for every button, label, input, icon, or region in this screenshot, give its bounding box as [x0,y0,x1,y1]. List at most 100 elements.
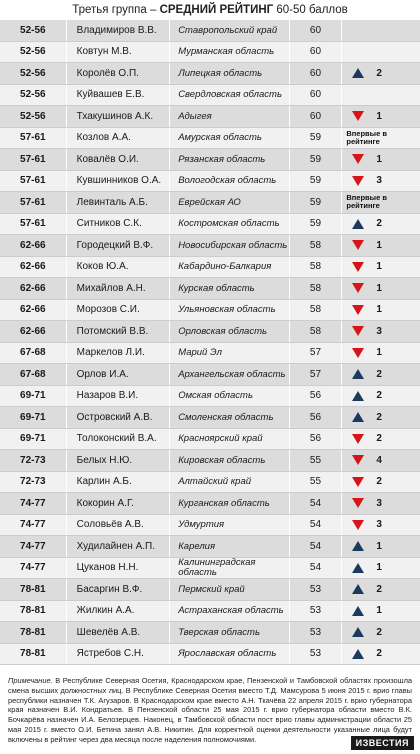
rank-cell: 67-68 [0,342,67,363]
name-cell: Ястребов С.Н. [67,643,171,664]
change-value: 2 [376,476,382,488]
arrow-up-icon [352,584,365,595]
region-cell: Пермский край [170,579,290,600]
change-cell: 3 [342,493,420,514]
score-cell: 56 [290,428,343,449]
table-row: 52-56 Тхакушинов А.К. Адыгея 60 1 [0,106,420,128]
region-cell: Костромская область [170,213,290,234]
rank-cell: 74-77 [0,514,67,535]
arrow-up-icon [352,627,365,638]
change-cell: Впервые в рейтинге [342,128,420,149]
footnote: Примечание. В Республике Северная Осетия… [8,676,412,745]
name-cell: Толоконский В.А. [67,428,171,449]
rank-cell: 57-61 [0,170,67,191]
arrow-down-icon [352,175,365,186]
table-row: 57-61 Ситников С.К. Костромская область 59 2 [0,213,420,235]
change-cell: 1 [342,536,420,557]
title-prefix: Третья группа – [72,4,160,16]
region-cell: Астраханская область [170,600,290,621]
change-value: 1 [376,540,382,552]
score-cell: 54 [290,557,343,578]
change-value: 1 [376,239,382,251]
table-row: 62-66 Городецкий В.Ф. Новосибирская област… [0,235,420,257]
table-row: 74-77 Цуканов Н.Н. Калининградская область… [0,557,420,579]
region-cell: Кировская область [170,450,290,471]
score-cell: 59 [290,149,343,170]
table-row: 57-61 Кувшинников О.А. Вологодская область… [0,170,420,192]
score-cell: 60 [290,41,343,62]
change-value: 3 [376,175,382,187]
change-value: 2 [376,648,382,660]
name-cell: Городецкий В.Ф. [67,235,171,256]
table-row: 78-81 Ястребов С.Н. Ярославская область 53 2 [0,643,420,665]
rank-cell: 78-81 [0,579,67,600]
region-cell: Амурская область [170,127,290,148]
change-value: 2 [376,67,382,79]
score-cell: 60 [290,106,343,127]
table-row: 52-56 Куйвашев Е.В. Свердловская область 60 [0,84,420,106]
rank-cell: 69-71 [0,428,67,449]
score-cell: 54 [290,493,343,514]
name-cell: Ковалёв О.И. [67,149,171,170]
score-cell: 58 [290,256,343,277]
change-cell: 2 [342,644,420,665]
table-row: 78-81 Шевелёв А.В. Тверская область 53 2 [0,622,420,644]
change-cell: 1 [342,278,420,299]
score-cell: 60 [290,20,343,41]
rank-cell: 52-56 [0,106,67,127]
footnote-text: В Республике Северная Осетия, Краснодарс… [8,676,412,744]
change-value: 3 [376,325,382,337]
score-cell: 53 [290,643,343,664]
score-cell: 54 [290,536,343,557]
name-cell: Цуканов Н.Н. [67,557,171,578]
rank-cell: 62-66 [0,321,67,342]
arrow-down-icon [352,283,365,294]
region-cell: Курская область [170,278,290,299]
region-cell: Новосибирская область [170,235,290,256]
rank-cell: 57-61 [0,149,67,170]
change-cell: 3 [342,171,420,192]
name-cell: Михайлов А.Н. [67,278,171,299]
score-cell: 55 [290,450,343,471]
name-cell: Кокорин А.Г. [67,493,171,514]
name-cell: Тхакушинов А.К. [67,106,171,127]
change-cell: 2 [342,472,420,493]
change-cell: 1 [342,235,420,256]
name-cell: Орлов И.А. [67,364,171,385]
region-cell: Рязанская область [170,149,290,170]
change-value: 2 [376,626,382,638]
table-row: 67-68 Орлов И.А. Архангельская область 57 2 [0,364,420,386]
arrow-down-icon [352,240,365,251]
table-row: 74-77 Худилайнен А.П. Карелия 54 1 [0,536,420,558]
arrow-down-icon [352,347,365,358]
arrow-down-icon [352,455,365,466]
arrow-up-icon [352,541,365,552]
rank-cell: 69-71 [0,407,67,428]
change-value: 1 [376,347,382,359]
change-value: 2 [376,218,382,230]
rank-cell: 78-81 [0,622,67,643]
score-cell: 59 [290,170,343,191]
izvestia-logo: ИЗВЕСТИЯ [350,736,414,750]
table-row: 62-66 Морозов С.И. Ульяновская область 58 1 [0,299,420,321]
name-cell: Худилайнен А.П. [67,536,171,557]
name-cell: Потомский В.В. [67,321,171,342]
arrow-down-icon [352,111,365,122]
rank-cell: 67-68 [0,364,67,385]
name-cell: Козлов А.А. [67,127,171,148]
name-cell: Коков Ю.А. [67,256,171,277]
score-cell: 59 [290,192,343,213]
arrow-down-icon [352,519,365,530]
region-cell: Смоленская область [170,407,290,428]
region-cell: Марий Эл [170,342,290,363]
rank-cell: 74-77 [0,557,67,578]
region-cell: Ярославская область [170,643,290,664]
change-value: 2 [376,433,382,445]
new-entry-label: Впервые в рейтинге [346,193,387,211]
table-row: 52-56 Владимиров В.В. Ставропольский край 6… [0,20,420,42]
change-value: 1 [376,153,382,165]
change-cell: 1 [342,601,420,622]
region-cell: Ставропольский край [170,20,290,41]
change-cell: 2 [342,386,420,407]
region-cell: Свердловская область [170,84,290,105]
